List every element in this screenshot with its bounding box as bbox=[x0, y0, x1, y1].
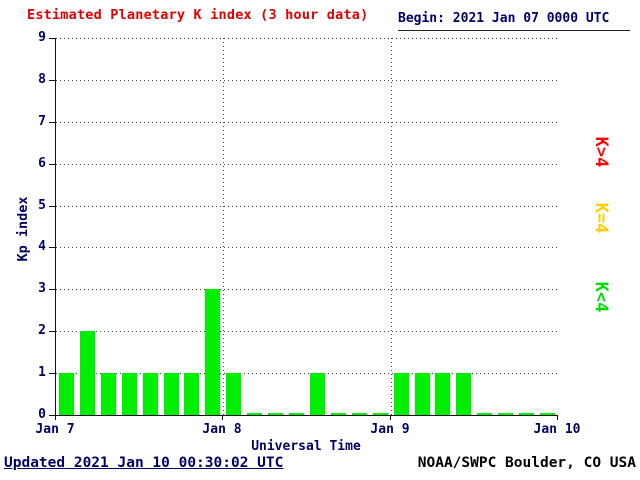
y-tick-8 bbox=[49, 80, 55, 81]
kp-bar-0 bbox=[59, 373, 74, 415]
kp-bar-21 bbox=[498, 413, 513, 415]
kp-bar-4 bbox=[143, 373, 158, 415]
chart-title: Estimated Planetary K index (3 hour data… bbox=[27, 7, 369, 23]
y-tick-5 bbox=[49, 206, 55, 207]
y-tick-1 bbox=[49, 373, 55, 374]
x-tick-label-jan-9: Jan 9 bbox=[370, 422, 410, 437]
y-tick-label-0: 0 bbox=[38, 407, 46, 422]
gridline-y6 bbox=[56, 164, 558, 165]
updated-timestamp: Updated 2021 Jan 10 00:30:02 UTC bbox=[4, 455, 284, 471]
gridline-y5 bbox=[56, 206, 558, 207]
y-tick-label-3: 3 bbox=[38, 281, 46, 296]
kp-bar-9 bbox=[247, 413, 262, 415]
kp-bar-1 bbox=[80, 331, 95, 415]
y-tick-6 bbox=[49, 164, 55, 165]
y-tick-label-9: 9 bbox=[38, 30, 46, 45]
y-tick-label-8: 8 bbox=[38, 72, 46, 87]
kp-bar-16 bbox=[394, 373, 409, 415]
gridline-y1 bbox=[56, 373, 558, 374]
x-tick-label-jan-8: Jan 8 bbox=[202, 422, 242, 437]
y-tick-label-4: 4 bbox=[38, 239, 46, 254]
kp-bar-17 bbox=[415, 373, 430, 415]
kp-bar-13 bbox=[331, 413, 346, 415]
y-tick-0 bbox=[49, 415, 55, 416]
gridline-y9 bbox=[56, 38, 558, 39]
x-tick-0 bbox=[55, 415, 56, 420]
gridline-y7 bbox=[56, 122, 558, 123]
kp-bar-11 bbox=[289, 413, 304, 415]
x-tick-2 bbox=[390, 415, 391, 420]
begin-timestamp: Begin: 2021 Jan 07 0000 UTC bbox=[398, 11, 630, 31]
gridline-y3 bbox=[56, 289, 558, 290]
kp-bar-10 bbox=[268, 413, 283, 415]
day-boundary-line-jan-9 bbox=[391, 38, 392, 415]
kp-bar-18 bbox=[435, 373, 450, 415]
source-credit: NOAA/SWPC Boulder, CO USA bbox=[417, 455, 636, 471]
kp-bar-22 bbox=[519, 413, 534, 415]
kp-bar-19 bbox=[456, 373, 471, 415]
x-axis-title: Universal Time bbox=[251, 439, 361, 454]
x-tick-3 bbox=[557, 415, 558, 420]
kp-bar-7 bbox=[205, 289, 220, 415]
y-tick-label-1: 1 bbox=[38, 365, 46, 380]
kp-bar-20 bbox=[477, 413, 492, 415]
kp-bar-8 bbox=[226, 373, 241, 415]
gridline-y8 bbox=[56, 80, 558, 81]
x-tick-label-jan-10: Jan 10 bbox=[533, 422, 581, 437]
gridline-y2 bbox=[56, 331, 558, 332]
y-tick-7 bbox=[49, 122, 55, 123]
kp-bar-6 bbox=[184, 373, 199, 415]
kp-bar-23 bbox=[540, 413, 555, 415]
kp-bar-5 bbox=[164, 373, 179, 415]
y-tick-2 bbox=[49, 331, 55, 332]
kp-bar-3 bbox=[122, 373, 137, 415]
y-tick-9 bbox=[49, 38, 55, 39]
legend-label-k-4: K=4 bbox=[591, 202, 611, 234]
begin-value: 2021 Jan 07 0000 UTC bbox=[452, 11, 610, 26]
kp-bar-2 bbox=[101, 373, 116, 415]
legend-label-k-4: K>4 bbox=[591, 136, 611, 168]
begin-label: Begin: bbox=[398, 11, 445, 26]
y-tick-label-5: 5 bbox=[38, 198, 46, 213]
kp-bar-15 bbox=[373, 413, 388, 415]
x-tick-1 bbox=[222, 415, 223, 420]
y-tick-label-7: 7 bbox=[38, 114, 46, 129]
y-tick-label-2: 2 bbox=[38, 323, 46, 338]
y-tick-4 bbox=[49, 247, 55, 248]
day-boundary-line-jan-8 bbox=[223, 38, 224, 415]
plot-area bbox=[55, 38, 558, 416]
y-tick-label-6: 6 bbox=[38, 156, 46, 171]
kp-bar-12 bbox=[310, 373, 325, 415]
kp-bar-14 bbox=[352, 413, 367, 415]
legend-label-k-4: K<4 bbox=[591, 281, 611, 313]
gridline-y4 bbox=[56, 247, 558, 248]
y-tick-3 bbox=[49, 289, 55, 290]
x-tick-label-jan-7: Jan 7 bbox=[35, 422, 75, 437]
